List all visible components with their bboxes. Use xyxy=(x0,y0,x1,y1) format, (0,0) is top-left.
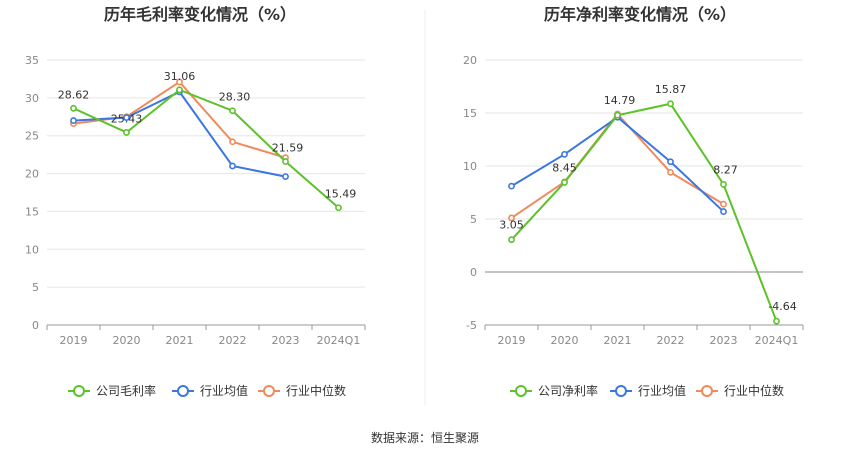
series-line-industry-avg xyxy=(73,90,286,178)
y-tick-label: 10 xyxy=(25,243,39,256)
x-tick-label: 2021 xyxy=(604,334,632,347)
chart-title: 历年净利率变化情况（%） xyxy=(544,5,736,24)
series-line-company xyxy=(510,102,778,322)
net-margin-chart: 历年净利率变化情况（%） -5 0 5 10 15 20 2019 2020 2021 2022 2… xyxy=(463,5,804,398)
data-label: 14.79 xyxy=(604,94,636,107)
x-tick-label: 2019 xyxy=(498,334,526,347)
data-point-company xyxy=(229,107,236,115)
legend-label: 行业均值 xyxy=(200,383,248,398)
data-point-company xyxy=(720,180,727,188)
data-label: 28.30 xyxy=(219,91,251,104)
legend-swatch-marker xyxy=(177,385,189,397)
data-point-industry-median xyxy=(720,200,727,208)
data-point-industry-median xyxy=(229,138,236,146)
y-tick-label: 15 xyxy=(25,205,39,218)
data-point-company xyxy=(773,317,780,325)
y-tick-label: 10 xyxy=(463,160,477,173)
data-point-industry-avg xyxy=(667,158,674,166)
legend-swatch-marker xyxy=(73,385,85,397)
legend-item-company[interactable]: 公司净利率 xyxy=(510,383,598,398)
data-label: 25.43 xyxy=(111,112,143,125)
y-tick-label: 15 xyxy=(463,107,477,120)
legend-label: 行业中位数 xyxy=(724,383,784,398)
data-point-industry-median xyxy=(176,78,183,86)
data-label: 15.49 xyxy=(325,188,357,201)
legend-item-industry-avg[interactable]: 行业均值 xyxy=(172,383,248,398)
data-label: 31.06 xyxy=(164,70,196,83)
data-point-company xyxy=(282,158,289,165)
data-label: 21.59 xyxy=(272,142,304,155)
data-label: -4.64 xyxy=(768,300,796,313)
y-tick-label: 30 xyxy=(25,92,39,105)
data-point-industry-median xyxy=(667,168,674,176)
y-tick-label: 0 xyxy=(32,319,39,332)
data-point-company xyxy=(176,86,183,94)
x-tick-label: 2023 xyxy=(272,334,300,347)
gross-margin-chart: 历年毛利率变化情况（%） 0 5 10 15 20 25 30 35 2019 2020 2021 2… xyxy=(25,5,366,398)
legend-label: 公司毛利率 xyxy=(96,383,156,398)
data-point-company xyxy=(70,104,77,112)
data-point-industry-avg xyxy=(720,208,727,215)
series-line-company xyxy=(73,88,340,209)
x-tick-label: 2024Q1 xyxy=(317,334,361,347)
data-label: 28.62 xyxy=(58,88,90,101)
legend-item-company[interactable]: 公司毛利率 xyxy=(68,383,156,398)
data-point-industry-avg xyxy=(282,173,289,180)
legend-swatch-marker xyxy=(701,385,713,397)
x-tick-label: 2020 xyxy=(551,334,579,347)
x-tick-label: 2021 xyxy=(166,334,194,347)
data-point-industry-median xyxy=(508,214,515,222)
data-label: 8.45 xyxy=(552,161,577,174)
data-point-company xyxy=(614,111,621,119)
source-label: 数据来源：恒生聚源 xyxy=(371,430,479,445)
data-point-company xyxy=(508,236,515,244)
x-tick-label: 2019 xyxy=(60,334,88,347)
x-tick-label: 2022 xyxy=(219,334,247,347)
data-point-industry-avg xyxy=(229,162,236,170)
legend-swatch-marker xyxy=(263,385,275,397)
legend-swatch-marker xyxy=(615,385,627,397)
x-tick-label: 2022 xyxy=(657,334,685,347)
data-point-industry-avg xyxy=(508,182,515,190)
legend-item-industry-avg[interactable]: 行业均值 xyxy=(610,383,686,398)
legend-swatch-marker xyxy=(515,385,527,397)
y-tick-label: 5 xyxy=(32,281,39,294)
data-label: 3.05 xyxy=(499,219,524,232)
x-tick-label: 2023 xyxy=(710,334,738,347)
x-tick-label: 2020 xyxy=(113,334,141,347)
x-tick-label: 2024Q1 xyxy=(755,334,799,347)
data-label: 8.27 xyxy=(713,163,738,176)
data-point-company xyxy=(335,204,342,212)
legend-label: 行业均值 xyxy=(638,383,686,398)
legend-item-industry-median[interactable]: 行业中位数 xyxy=(696,383,784,398)
y-tick-label: 20 xyxy=(25,168,39,181)
data-point-industry-avg xyxy=(70,117,77,124)
y-tick-label: 25 xyxy=(25,130,39,143)
y-tick-label: 20 xyxy=(463,54,477,67)
data-point-company xyxy=(667,100,674,108)
data-point-company xyxy=(561,179,568,186)
y-tick-label: 5 xyxy=(470,213,477,226)
legend-label: 公司净利率 xyxy=(538,383,598,398)
data-point-company xyxy=(123,129,130,136)
legend-label: 行业中位数 xyxy=(286,383,346,398)
y-tick-label: 0 xyxy=(470,266,477,279)
y-tick-label: -5 xyxy=(466,319,477,332)
chart-title: 历年毛利率变化情况（%） xyxy=(104,5,296,24)
data-point-industry-avg xyxy=(561,150,568,158)
data-point-industry-avg xyxy=(123,114,130,121)
legend-item-industry-median[interactable]: 行业中位数 xyxy=(258,383,346,398)
data-label: 15.87 xyxy=(655,83,687,96)
y-tick-label: 35 xyxy=(25,54,39,67)
